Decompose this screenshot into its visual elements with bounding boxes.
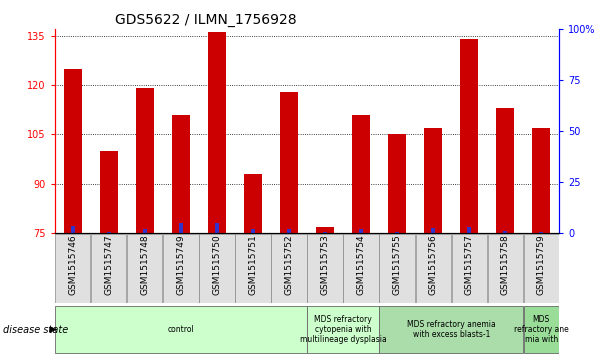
Bar xyxy=(71,225,75,233)
Text: GSM1515754: GSM1515754 xyxy=(357,234,365,295)
Bar xyxy=(388,134,406,233)
Text: GSM1515755: GSM1515755 xyxy=(393,234,402,295)
Bar xyxy=(64,69,81,233)
FancyBboxPatch shape xyxy=(379,234,415,302)
Text: GSM1515759: GSM1515759 xyxy=(537,234,546,295)
FancyBboxPatch shape xyxy=(452,234,487,302)
FancyBboxPatch shape xyxy=(379,306,523,353)
Text: GSM1515757: GSM1515757 xyxy=(465,234,474,295)
FancyBboxPatch shape xyxy=(523,234,559,302)
Bar xyxy=(136,88,154,233)
FancyBboxPatch shape xyxy=(344,234,379,302)
Bar xyxy=(395,232,399,233)
FancyBboxPatch shape xyxy=(91,234,126,302)
FancyBboxPatch shape xyxy=(523,306,559,353)
Bar xyxy=(208,32,226,233)
Text: GSM1515747: GSM1515747 xyxy=(105,234,113,295)
FancyBboxPatch shape xyxy=(55,306,306,353)
Bar xyxy=(280,91,298,233)
Text: MDS refractory anemia
with excess blasts-1: MDS refractory anemia with excess blasts… xyxy=(407,320,496,339)
Bar xyxy=(287,229,291,233)
FancyBboxPatch shape xyxy=(308,306,379,353)
Bar xyxy=(424,128,442,233)
FancyBboxPatch shape xyxy=(55,234,91,302)
Bar xyxy=(496,108,514,233)
Text: MDS
refractory ane
mia with: MDS refractory ane mia with xyxy=(514,315,568,344)
Bar xyxy=(431,228,435,233)
Text: disease state: disease state xyxy=(3,325,68,335)
FancyBboxPatch shape xyxy=(127,234,162,302)
Bar xyxy=(352,115,370,233)
Text: GSM1515752: GSM1515752 xyxy=(285,234,294,295)
Bar xyxy=(100,151,118,233)
Bar xyxy=(533,128,550,233)
Bar xyxy=(503,231,508,233)
Text: GDS5622 / ILMN_1756928: GDS5622 / ILMN_1756928 xyxy=(116,13,297,26)
Bar xyxy=(460,39,478,233)
Text: GSM1515758: GSM1515758 xyxy=(501,234,510,295)
FancyBboxPatch shape xyxy=(415,234,451,302)
Bar xyxy=(215,223,219,233)
Text: MDS refractory
cytopenia with
multilineage dysplasia: MDS refractory cytopenia with multilinea… xyxy=(300,315,387,344)
Bar xyxy=(143,229,147,233)
Bar xyxy=(467,227,471,233)
Bar xyxy=(539,232,544,233)
Text: control: control xyxy=(168,325,194,334)
Bar xyxy=(244,174,262,233)
Text: GSM1515746: GSM1515746 xyxy=(68,234,77,295)
Text: GSM1515753: GSM1515753 xyxy=(320,234,330,295)
Text: GSM1515751: GSM1515751 xyxy=(249,234,257,295)
FancyBboxPatch shape xyxy=(235,234,271,302)
Bar xyxy=(359,229,363,233)
Text: GSM1515749: GSM1515749 xyxy=(176,234,185,295)
Bar xyxy=(172,115,190,233)
FancyBboxPatch shape xyxy=(308,234,343,302)
Bar xyxy=(251,229,255,233)
Bar xyxy=(316,227,334,233)
FancyBboxPatch shape xyxy=(199,234,235,302)
Text: GSM1515748: GSM1515748 xyxy=(140,234,150,295)
Bar xyxy=(179,223,183,233)
Bar xyxy=(323,232,327,233)
FancyBboxPatch shape xyxy=(163,234,199,302)
FancyBboxPatch shape xyxy=(488,234,523,302)
Text: GSM1515756: GSM1515756 xyxy=(429,234,438,295)
Bar xyxy=(106,232,111,233)
FancyBboxPatch shape xyxy=(271,234,306,302)
Text: GSM1515750: GSM1515750 xyxy=(212,234,221,295)
